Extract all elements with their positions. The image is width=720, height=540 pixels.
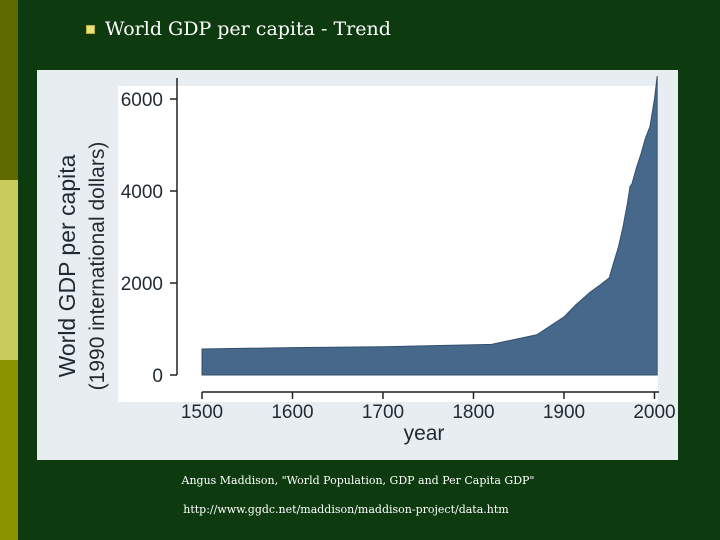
x-tick-label-2000: 2000	[633, 402, 675, 423]
bullet-square-icon	[86, 24, 95, 34]
x-tick-label-1800: 1800	[452, 402, 494, 423]
y-axis-label-line1: World GDP per capita	[54, 154, 80, 377]
x-tick-label-1700: 1700	[362, 402, 404, 423]
y-tick-label-4000: 4000	[121, 182, 163, 203]
y-axis-label-line2: (1990 international dollars)	[86, 142, 109, 391]
accent-stripe-bottom	[0, 360, 18, 540]
source-url[interactable]: http://www.ggdc.net/maddison/maddison-pr…	[183, 503, 509, 516]
y-tick-label-0: 0	[152, 366, 163, 387]
x-tick-label-1500: 1500	[181, 402, 223, 423]
slide-title-row: World GDP per capita - Trend	[86, 18, 391, 40]
chart-panel: 0 2000 4000 6000 1500 1600 1700 1800 1900 2000 Wo…	[37, 70, 678, 460]
accent-stripe-middle	[0, 180, 18, 360]
x-tick-label-1600: 1600	[271, 402, 313, 423]
slide-title: World GDP per capita - Trend	[105, 18, 391, 40]
x-axis-label: year	[404, 422, 445, 445]
accent-stripe-top	[0, 0, 18, 180]
x-tick-label-1900: 1900	[543, 402, 585, 423]
y-tick-label-2000: 2000	[121, 274, 163, 295]
y-tick-label-6000: 6000	[121, 90, 163, 111]
source-citation: Angus Maddison, "World Population, GDP a…	[181, 474, 535, 487]
gdp-area-chart: 0 2000 4000 6000 1500 1600 1700 1800 1900 2000 Wo…	[54, 75, 676, 445]
area-series-0	[201, 75, 658, 376]
